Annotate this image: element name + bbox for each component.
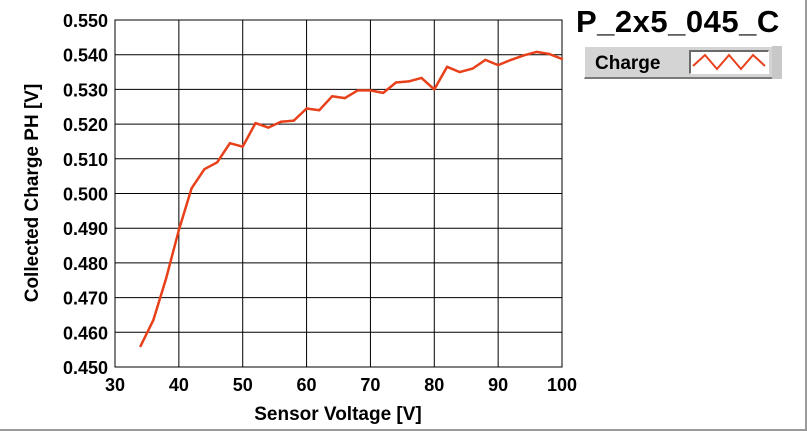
data-point: [190, 187, 193, 190]
data-point: [228, 141, 232, 145]
data-point: [279, 120, 283, 123]
data-point: [139, 344, 142, 348]
y-tick-label: 0.450: [63, 358, 108, 378]
data-point: [177, 228, 181, 232]
x-tick-label: 60: [297, 375, 317, 395]
data-point: [407, 80, 410, 83]
tick-labels: 30 40 50 60 70 80 90 100 0.450 0.460 0.470 0.480 0.4…: [63, 11, 577, 395]
data-point: [241, 145, 244, 148]
plot-area-border: [114, 19, 563, 368]
data-point: [509, 58, 513, 62]
data-point: [394, 81, 398, 84]
y-tick-label: 0.530: [63, 80, 108, 100]
data-point: [267, 126, 270, 129]
y-tick-label: 0.510: [63, 150, 108, 170]
legend: Charge: [584, 46, 780, 79]
data-point: [484, 58, 487, 62]
y-axis-label: Collected Charge PH [V]: [22, 84, 43, 303]
y-tick-label: 0.540: [63, 46, 108, 66]
x-tick-label: 100: [547, 375, 577, 395]
x-axis-label: Sensor Voltage [V]: [254, 404, 422, 425]
zigzag-line-icon: [692, 53, 766, 71]
x-tick-label: 50: [233, 375, 253, 395]
data-point: [369, 89, 372, 92]
data-point: [318, 109, 321, 112]
data-point: [254, 121, 257, 125]
data-point: [560, 57, 564, 61]
data-point: [292, 119, 295, 122]
data-point: [433, 88, 436, 91]
y-tick-label: 0.480: [63, 254, 108, 274]
y-tick-label: 0.460: [63, 323, 108, 343]
data-point: [548, 52, 551, 56]
data-point: [420, 76, 423, 80]
data-point: [458, 70, 462, 74]
data-point: [330, 95, 334, 98]
data-point: [152, 318, 155, 322]
y-tick-label: 0.490: [63, 219, 108, 239]
x-tick-label: 80: [424, 375, 444, 395]
y-tick-label: 0.520: [63, 115, 108, 135]
data-point: [164, 277, 168, 280]
series-layer: [139, 50, 564, 348]
legend-swatch-charge[interactable]: [689, 50, 769, 74]
data-point: [215, 161, 219, 164]
x-tick-label: 40: [169, 375, 189, 395]
grid-lines: [114, 19, 563, 368]
legend-scrollbar[interactable]: [772, 46, 782, 79]
chart-title: P_2x5_045_C: [576, 4, 780, 39]
x-tick-label: 70: [360, 375, 380, 395]
data-point: [445, 65, 449, 69]
y-tick-label: 0.550: [63, 11, 108, 31]
data-point: [203, 168, 206, 171]
data-point: [356, 89, 359, 92]
y-tick-label: 0.500: [63, 185, 108, 205]
legend-label-charge: Charge: [595, 53, 661, 74]
data-point: [496, 63, 500, 67]
x-tick-label: 30: [105, 375, 125, 395]
data-point: [522, 54, 525, 57]
data-point: [305, 107, 308, 110]
data-point: [382, 91, 385, 95]
x-tick-label: 90: [488, 375, 508, 395]
series-line-charge: [139, 50, 563, 347]
data-point: [343, 96, 347, 100]
data-point: [535, 50, 538, 54]
data-point: [471, 67, 474, 70]
y-tick-label: 0.470: [63, 289, 108, 309]
